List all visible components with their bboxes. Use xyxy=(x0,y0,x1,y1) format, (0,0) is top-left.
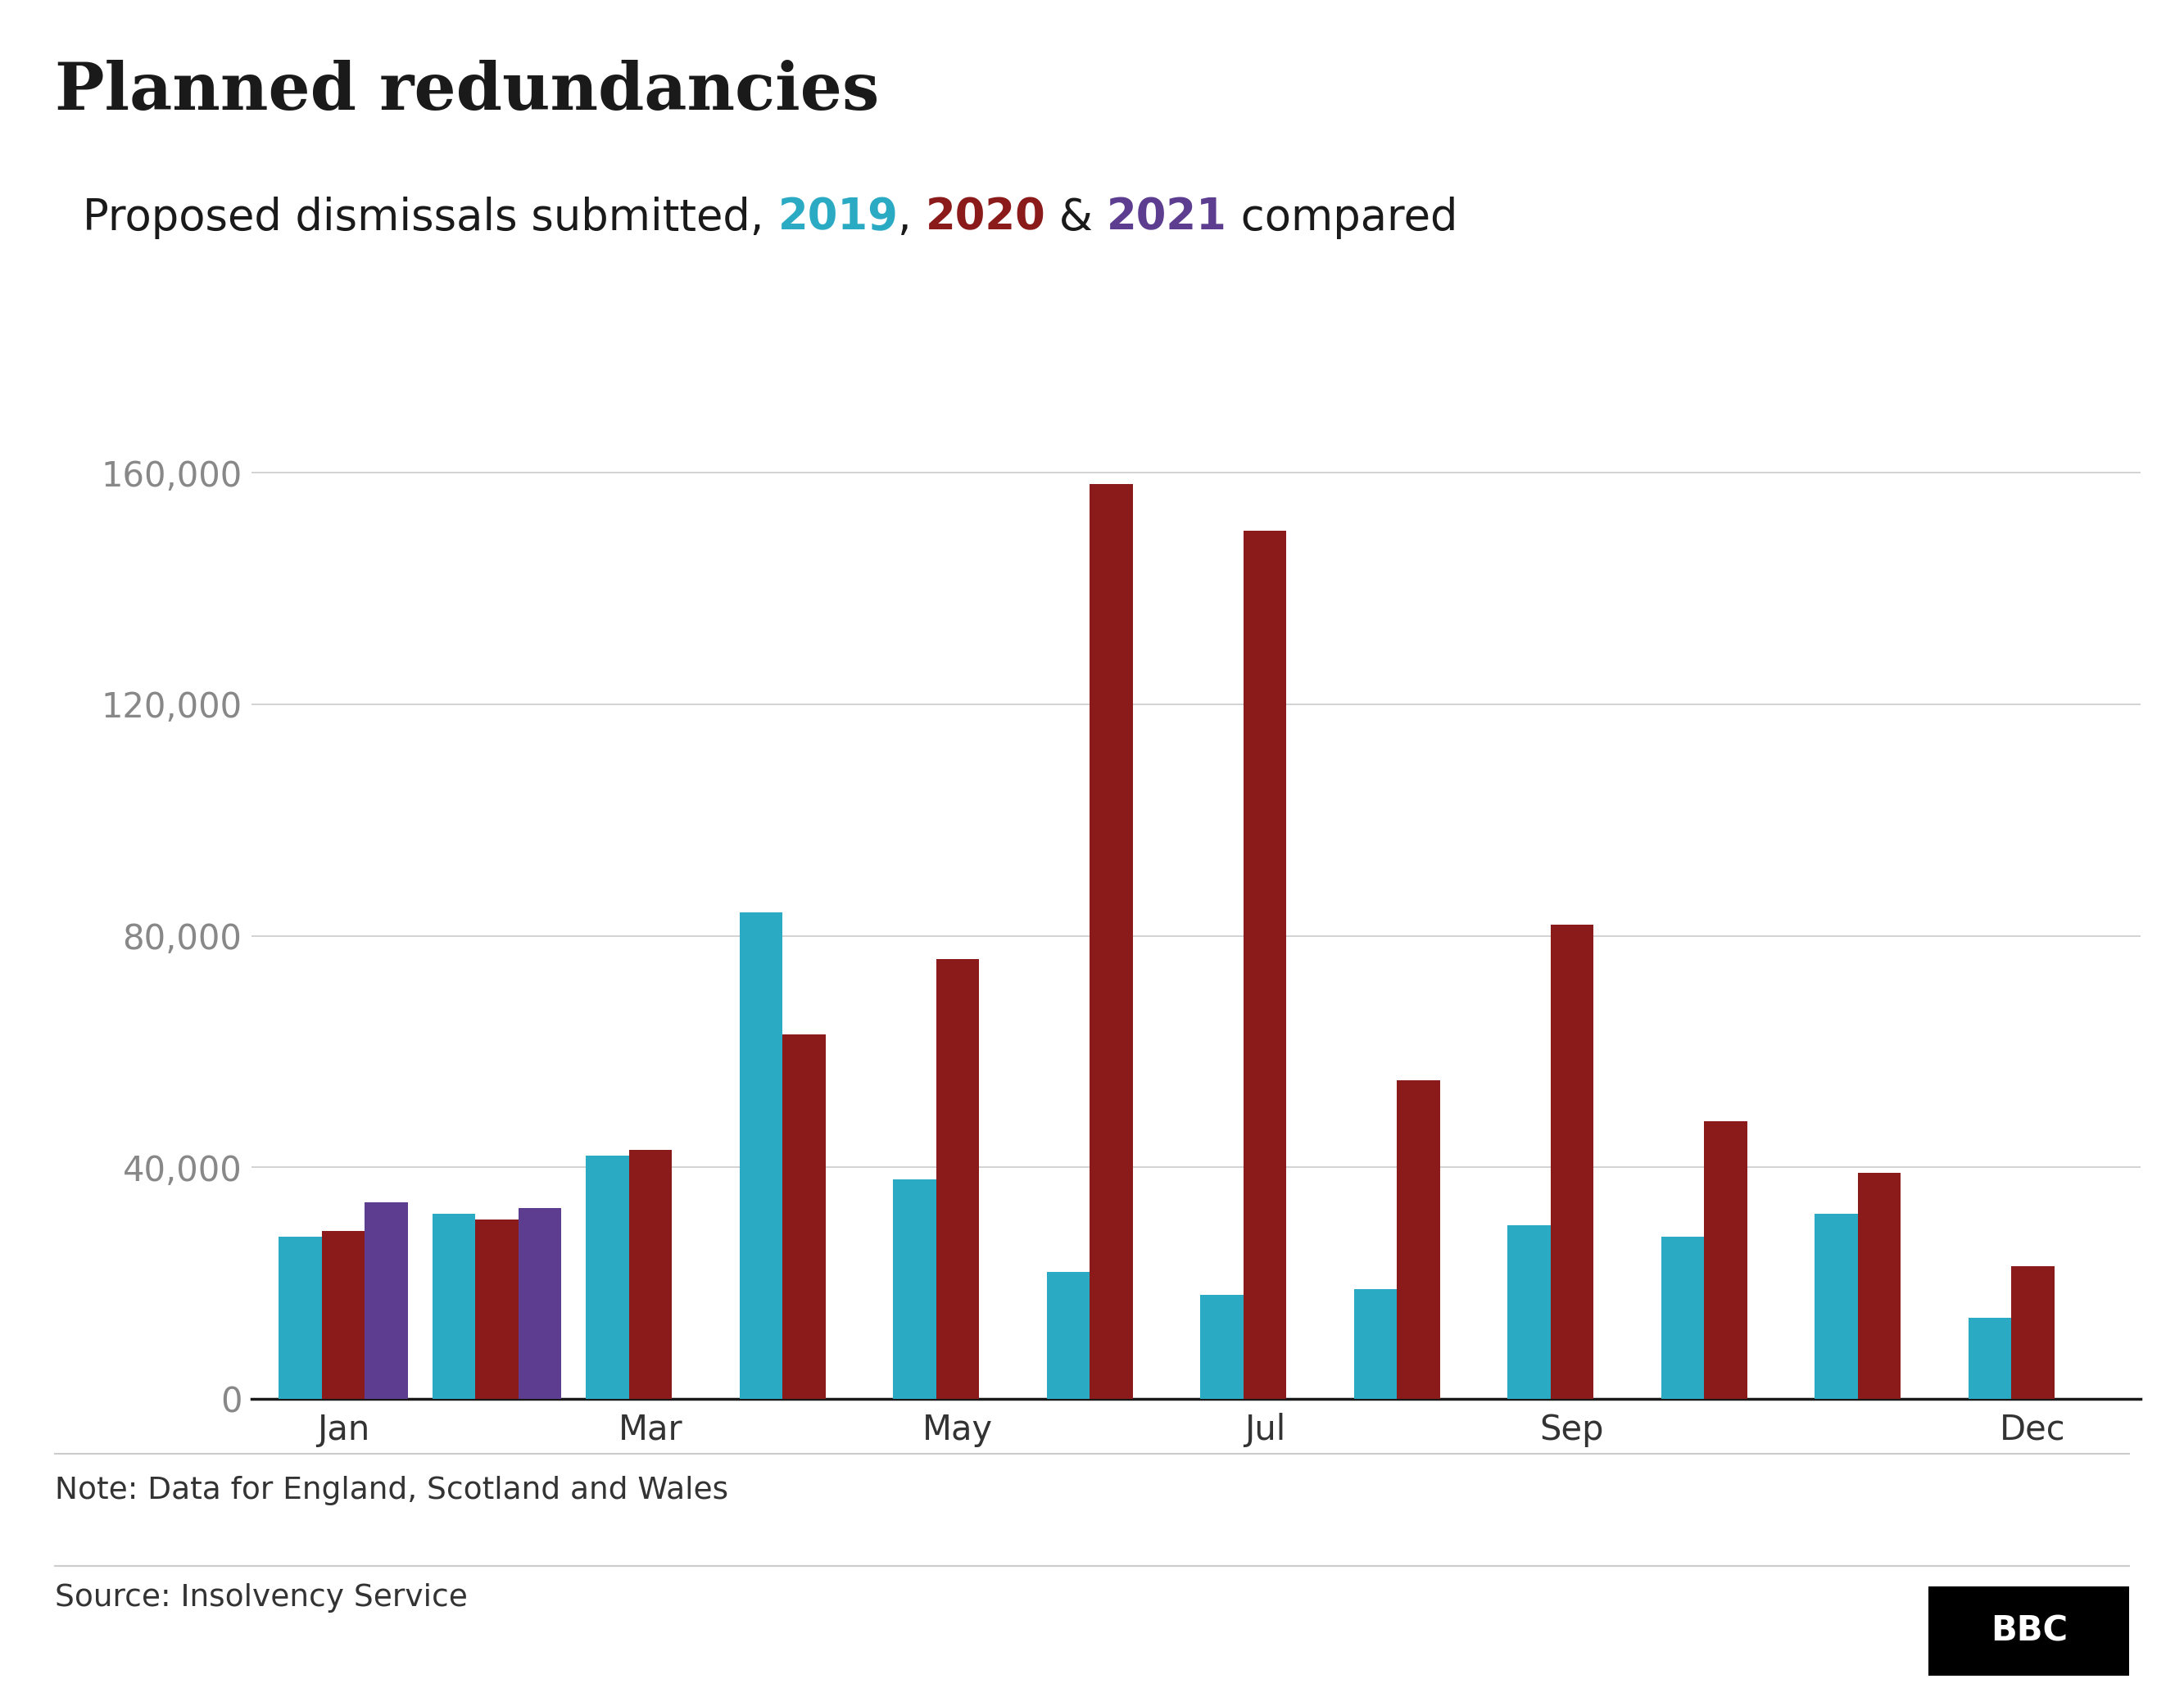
Bar xyxy=(1243,531,1286,1399)
Bar xyxy=(321,1232,365,1399)
Bar xyxy=(1968,1317,2011,1399)
Bar xyxy=(937,959,978,1399)
Text: 2020: 2020 xyxy=(926,196,1046,239)
FancyBboxPatch shape xyxy=(1928,1587,2129,1675)
Text: Source: Insolvency Service: Source: Insolvency Service xyxy=(55,1583,467,1612)
Bar xyxy=(1354,1290,1398,1399)
Text: ,: , xyxy=(898,196,926,239)
Text: 2021: 2021 xyxy=(1107,196,1227,239)
Text: BBC: BBC xyxy=(1990,1614,2068,1648)
Bar xyxy=(476,1220,518,1399)
Bar xyxy=(782,1034,826,1399)
Text: &: & xyxy=(1046,196,1107,239)
Bar xyxy=(1201,1295,1243,1399)
Bar xyxy=(740,913,782,1399)
Bar xyxy=(1859,1174,1900,1399)
Bar xyxy=(1046,1271,1090,1399)
Bar xyxy=(1090,485,1133,1399)
Text: compared: compared xyxy=(1227,196,1457,239)
Bar xyxy=(629,1150,673,1399)
Bar xyxy=(518,1208,561,1399)
Bar xyxy=(2011,1266,2055,1399)
Bar xyxy=(1704,1121,1747,1399)
Text: Note: Data for England, Scotland and Wales: Note: Data for England, Scotland and Wal… xyxy=(55,1476,727,1505)
Text: Proposed dismissals submitted,: Proposed dismissals submitted, xyxy=(83,196,778,239)
Bar xyxy=(1507,1225,1551,1399)
Bar xyxy=(1815,1213,1859,1399)
Text: 2019: 2019 xyxy=(778,196,898,239)
Text: Planned redundancies: Planned redundancies xyxy=(55,60,878,123)
Bar xyxy=(1398,1080,1439,1399)
Bar xyxy=(280,1237,321,1399)
Bar xyxy=(432,1213,476,1399)
Bar xyxy=(585,1157,629,1399)
Bar xyxy=(1551,925,1594,1399)
Bar xyxy=(365,1203,408,1399)
Bar xyxy=(1662,1237,1704,1399)
Bar xyxy=(893,1179,937,1399)
